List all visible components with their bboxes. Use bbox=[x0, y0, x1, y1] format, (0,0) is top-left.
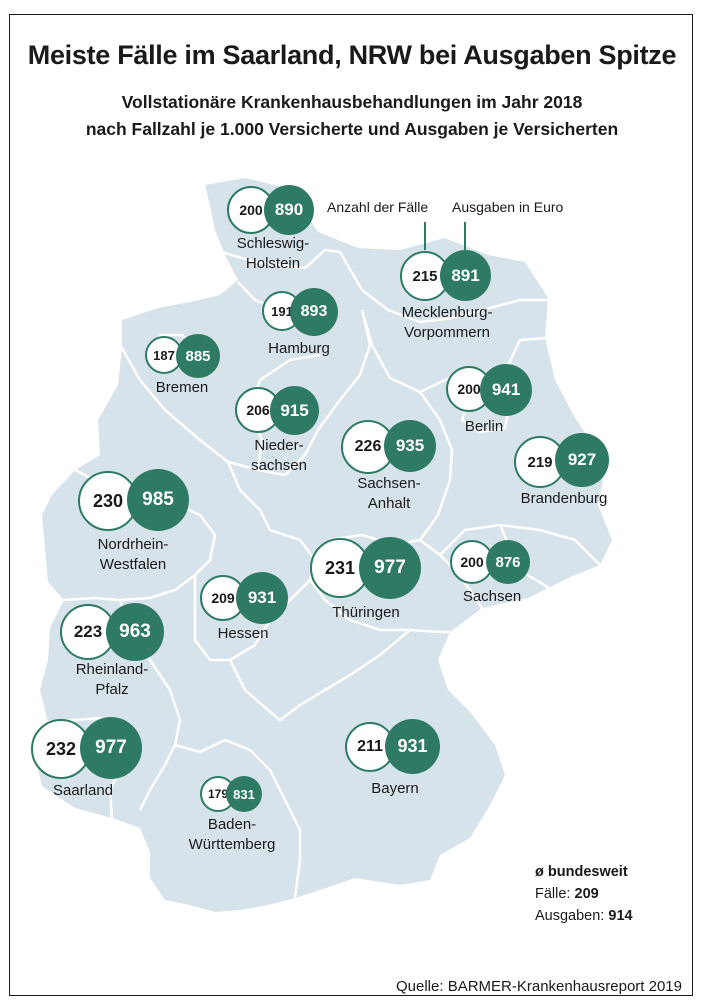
label-baden-wuerttemberg: Baden- Württemberg bbox=[188, 816, 276, 853]
label-hessen: Hessen bbox=[217, 625, 269, 642]
chart-title: Meiste Fälle im Saarland, NRW bei Ausgab… bbox=[27, 40, 677, 70]
bubble-spend-niedersachsen: 915 bbox=[270, 386, 319, 435]
legend-cases-label: Anzahl der Fälle bbox=[327, 199, 429, 215]
label-berlin: Berlin bbox=[464, 418, 504, 435]
label-bremen: Bremen bbox=[155, 379, 209, 396]
bubble-spend-mecklenburg-vorpommern: 891 bbox=[440, 250, 491, 301]
bubble-spend-hamburg: 893 bbox=[290, 288, 338, 336]
chart-subtitle-line2: nach Fallzahl je 1.000 Versicherte und A… bbox=[85, 119, 619, 139]
label-hamburg: Hamburg bbox=[268, 340, 330, 357]
bubble-spend-rheinland-pfalz: 963 bbox=[106, 603, 164, 661]
chart-subtitle-line1: Vollstationäre Krankenhausbehandlungen i… bbox=[121, 92, 583, 112]
bubble-cases-sachsen-anhalt: 226 bbox=[341, 420, 395, 474]
label-rheinland-pfalz: Rheinland- Pfalz bbox=[75, 661, 149, 698]
source-note: Quelle: BARMER-Krankenhausreport 2019 bbox=[396, 978, 682, 995]
bubble-spend-brandenburg: 927 bbox=[555, 433, 609, 487]
label-brandenburg: Brandenburg bbox=[520, 490, 608, 507]
bubble-cases-hessen: 209 bbox=[200, 575, 246, 621]
bubble-spend-sachsen: 876 bbox=[486, 540, 530, 584]
label-mecklenburg-vorpommern: Mecklenburg- Vorpommern bbox=[401, 304, 493, 341]
label-nordrhein-westfalen: Nordrhein- Westfalen bbox=[97, 536, 169, 573]
bubble-spend-saarland: 977 bbox=[80, 717, 142, 779]
national-cases-value: 209 bbox=[574, 886, 599, 902]
label-thueringen: Thüringen bbox=[332, 604, 400, 621]
bubble-spend-nordrhein-westfalen: 985 bbox=[127, 469, 189, 531]
frame bbox=[9, 14, 693, 996]
label-sachsen-anhalt: Sachsen- Anhalt bbox=[357, 475, 421, 512]
national-average: ø bundesweit Fälle: 209 Ausgaben: 914 bbox=[535, 861, 633, 927]
bubble-spend-bremen: 885 bbox=[176, 334, 220, 378]
bubble-spend-hessen: 931 bbox=[236, 572, 288, 624]
bubble-spend-thueringen: 977 bbox=[359, 537, 421, 599]
label-sachsen: Sachsen bbox=[462, 588, 522, 605]
national-spend-value: 914 bbox=[608, 908, 633, 924]
bubble-spend-schleswig-holstein: 890 bbox=[264, 185, 314, 235]
bubble-cases-thueringen: 231 bbox=[310, 538, 370, 598]
bubble-spend-berlin: 941 bbox=[480, 364, 532, 416]
national-heading: ø bundesweit bbox=[535, 864, 628, 880]
bubble-cases-sachsen: 200 bbox=[450, 540, 494, 584]
bubble-spend-sachsen-anhalt: 935 bbox=[384, 420, 436, 472]
label-bayern: Bayern bbox=[371, 780, 419, 797]
legend-spend-label: Ausgaben in Euro bbox=[452, 199, 564, 215]
bubble-spend-baden-wuerttemberg: 831 bbox=[226, 776, 262, 812]
label-niedersachsen: Nieder-sachsen bbox=[251, 437, 307, 474]
national-spend-label: Ausgaben: bbox=[535, 908, 605, 924]
national-cases-label: Fälle: bbox=[535, 886, 571, 902]
label-saarland: Saarland bbox=[52, 782, 114, 799]
label-schleswig-holstein: Schleswig- Holstein bbox=[236, 235, 310, 272]
bubble-spend-bayern: 931 bbox=[385, 719, 440, 774]
